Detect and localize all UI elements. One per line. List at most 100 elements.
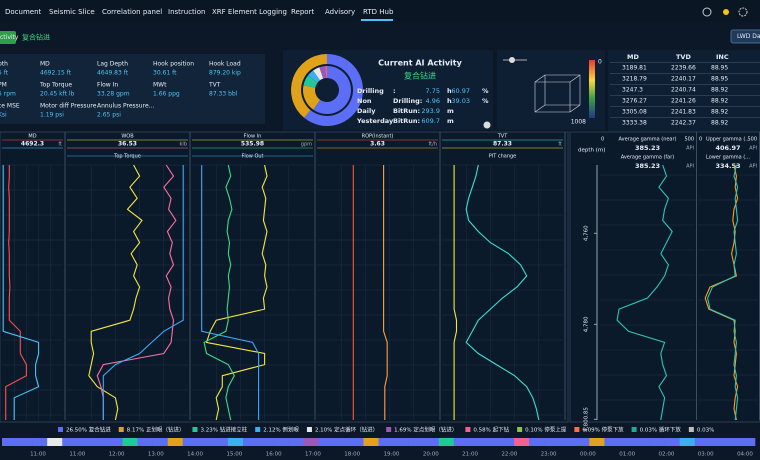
time-label: 20:00 bbox=[423, 452, 439, 458]
activity-cell: 4.96 bbox=[426, 97, 440, 105]
timeline-segment bbox=[739, 438, 756, 446]
timeline-segment bbox=[559, 438, 575, 446]
donut-slice bbox=[291, 54, 327, 118]
timeline-segment bbox=[363, 438, 379, 446]
track-unit: ft bbox=[558, 142, 562, 148]
nav-tab[interactable]: XRF Element Logging bbox=[212, 8, 287, 16]
track-header: TVT bbox=[497, 134, 508, 140]
metric-value: 879.20 kip bbox=[209, 70, 241, 77]
metric-label: PM bbox=[0, 82, 7, 89]
legend-swatch bbox=[517, 427, 523, 432]
timeline-segment bbox=[664, 438, 680, 446]
donut-slice bbox=[303, 75, 318, 88]
table-cell: 3247.3 bbox=[622, 87, 643, 94]
activity-cell: Drilling bbox=[357, 87, 384, 95]
activity-cell: 293.9 bbox=[421, 107, 440, 115]
activity-cell: Daily bbox=[357, 107, 376, 115]
table-cell: 3276.27 bbox=[622, 98, 647, 105]
timeline-segment bbox=[258, 438, 274, 446]
log-curve bbox=[465, 164, 540, 421]
timeline-segment bbox=[544, 438, 560, 446]
info-icon[interactable] bbox=[483, 121, 491, 129]
nav-tab[interactable]: Correlation panel bbox=[102, 8, 162, 16]
activity-title: Current AI Activity bbox=[378, 59, 462, 68]
timeline-segment bbox=[529, 438, 545, 446]
nav-tab[interactable]: Report bbox=[291, 8, 314, 16]
table-cell: 88.92 bbox=[711, 120, 728, 127]
metric-label: MD bbox=[40, 61, 50, 68]
time-label: 23:00 bbox=[541, 452, 557, 458]
table-cell: 88.95 bbox=[711, 65, 728, 72]
lwd-button[interactable] bbox=[730, 29, 760, 44]
timeline-segment bbox=[453, 438, 470, 446]
timeline-segment bbox=[694, 438, 711, 446]
timeline-segment bbox=[649, 438, 665, 446]
nav-tab[interactable]: Document bbox=[5, 8, 42, 16]
track-header: WOB bbox=[121, 134, 134, 140]
timeline-segment bbox=[438, 438, 455, 446]
nav-tab[interactable]: Seismic Slice bbox=[49, 8, 95, 16]
timeline-segment bbox=[574, 438, 590, 446]
scale-max: 500 bbox=[747, 137, 757, 143]
metric-value: 33.28 gpm bbox=[97, 91, 130, 98]
timeline-segment bbox=[483, 438, 500, 446]
track-value: 4692.3 bbox=[21, 141, 44, 148]
metric-value: Ksi bbox=[0, 112, 7, 119]
legend-label: 2.12% 倒划眼 bbox=[263, 426, 299, 434]
button-label[interactable]: ctivity bbox=[0, 34, 19, 41]
button-label[interactable]: LWD Da bbox=[737, 33, 760, 40]
nav-bar bbox=[0, 0, 760, 22]
icon[interactable] bbox=[702, 7, 712, 17]
timeline-segment bbox=[604, 438, 620, 446]
log-panel bbox=[0, 131, 569, 423]
nav-tab[interactable]: RTD Hub bbox=[363, 8, 394, 16]
activity-cell: BitRun: bbox=[393, 107, 420, 115]
colorbar-label: 1008 bbox=[571, 119, 586, 126]
activity-state: 复合钻进 bbox=[22, 33, 50, 42]
activity-cell: % bbox=[482, 97, 489, 105]
timeline-segment bbox=[679, 438, 696, 446]
metric-value: 1.19 psi bbox=[40, 112, 64, 119]
track-unit: ft bbox=[58, 142, 62, 148]
activity-button[interactable] bbox=[0, 31, 16, 44]
legend-swatch bbox=[58, 427, 63, 432]
legend-swatch bbox=[631, 427, 637, 432]
legend-label: 0.03% 循环下放 bbox=[640, 426, 682, 434]
time-label: 22:00 bbox=[501, 452, 517, 458]
slider-knob[interactable] bbox=[509, 57, 515, 63]
log-curve bbox=[102, 165, 184, 420]
log-curve bbox=[453, 165, 458, 420]
depth-tick-label: 4,800.85 bbox=[584, 407, 590, 432]
metric-label: Hook position bbox=[153, 61, 194, 68]
time-label: 21:00 bbox=[462, 452, 478, 458]
gamma-curve bbox=[704, 164, 739, 421]
icon[interactable] bbox=[723, 9, 729, 15]
table-cell: 3218.79 bbox=[622, 76, 647, 83]
metric-label: MWt bbox=[153, 82, 167, 89]
timeline-segment bbox=[423, 438, 440, 446]
donut-slice bbox=[307, 70, 321, 83]
color-bar bbox=[589, 60, 595, 118]
icon[interactable] bbox=[738, 7, 748, 17]
metric-label: Motor diff Pressure bbox=[40, 103, 97, 110]
donut-slice bbox=[325, 66, 327, 79]
legend-label: 0.58% 起下钻 bbox=[473, 426, 509, 434]
timeline-segment bbox=[77, 438, 93, 446]
gamma-value: 406.97 bbox=[715, 144, 740, 152]
metric-label: Flow In bbox=[97, 82, 118, 89]
scale-min: 0 bbox=[601, 137, 604, 143]
legend-swatch bbox=[688, 427, 694, 432]
log-curve bbox=[96, 164, 177, 420]
activity-cell: Yesterday bbox=[356, 117, 394, 125]
gamma-value: 385.23 bbox=[635, 144, 660, 152]
metric-label: Hook Load bbox=[209, 61, 241, 68]
time-label: 03:00 bbox=[698, 452, 714, 458]
timeline-segment bbox=[378, 438, 394, 446]
metric-label: ce MSE bbox=[0, 103, 20, 110]
donut-slice bbox=[313, 67, 324, 81]
nav-tab[interactable]: Advisory bbox=[325, 8, 355, 16]
timeline-segment bbox=[62, 438, 78, 446]
metric-value: 5 ft bbox=[0, 70, 9, 77]
log-curve bbox=[88, 164, 143, 421]
nav-tab[interactable]: Instruction bbox=[168, 8, 205, 16]
